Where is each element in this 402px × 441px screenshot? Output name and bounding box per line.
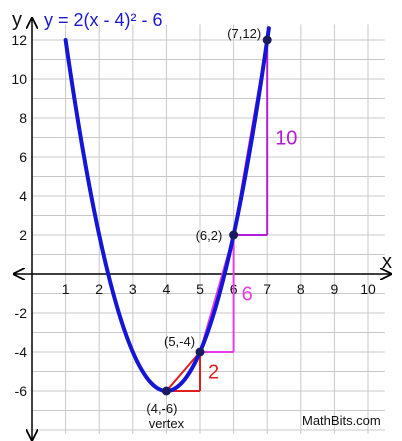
y-tick-label: -2 [15,305,28,321]
points: (7,12) (6,2) (5,-4) (4,-6)vertex [146,26,272,431]
x-tick-label: 2 [95,281,103,297]
slope-rise-label: 2 [208,362,219,384]
credit-text: MathBits.com [302,413,381,428]
x-tick-label: 9 [331,281,339,297]
x-axis-label: x [382,251,392,273]
slope-rise-label: 6 [242,284,253,306]
data-point [195,347,205,357]
y-tick-label: 2 [19,227,27,243]
point-label: (4,-6) [146,401,177,416]
data-point [262,35,272,45]
point-label: (5,-4) [164,334,195,349]
grid [32,24,385,434]
y-tick-label: 10 [11,71,27,87]
secant-line [165,351,201,392]
y-tick-label: -6 [15,383,28,399]
x-tick-label: 5 [196,281,204,297]
x-tick-label: 3 [129,281,137,297]
y-axis-label: y [12,9,22,31]
axes [14,18,391,440]
slope-rise-label: 10 [275,128,297,150]
y-tick-label: -4 [15,344,28,360]
vertex-label: vertex [149,416,185,431]
x-tick-label: 10 [360,281,376,297]
y-tick-label: 4 [19,188,27,204]
x-tick-label: 1 [62,281,70,297]
y-tick-label: 8 [19,110,27,126]
y-tick-label: 6 [19,149,27,165]
point-label: (7,12) [227,26,261,41]
data-point [229,230,239,240]
point-label: (6,2) [196,228,223,243]
x-tick-label: 7 [263,281,271,297]
y-tick-label: 12 [11,32,27,48]
data-point [161,386,171,396]
x-tick-label: 4 [163,281,171,297]
x-tick-label: 8 [297,281,305,297]
chart-title: y = 2(x - 4)² - 6 [44,10,163,30]
